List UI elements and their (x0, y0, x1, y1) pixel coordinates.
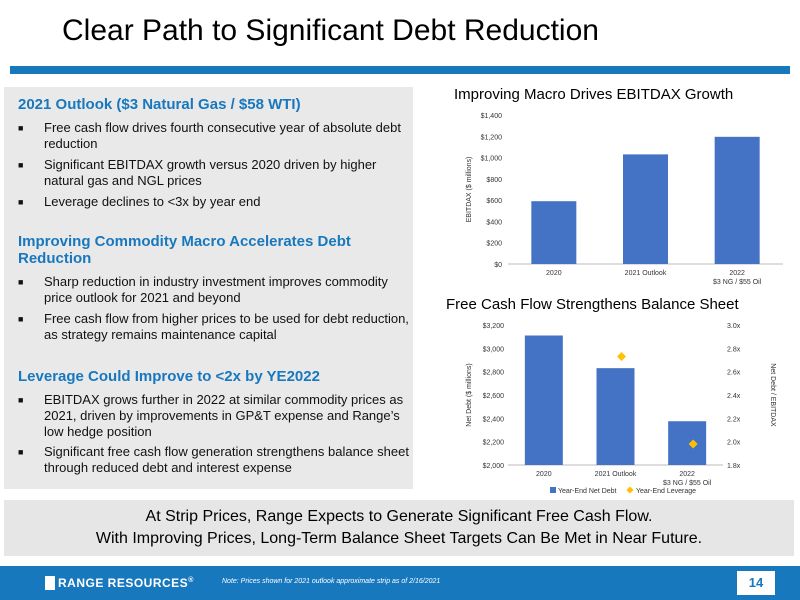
net-debt-bar-2021-outlook (596, 368, 635, 465)
section-heading-2021-outlook: 2021 Outlook ($3 Natural Gas / $58 WTI) (18, 96, 301, 113)
y-tick-label: $2,600 (483, 393, 505, 400)
bullet-item: ■ Leverage declines to <3x by year end (18, 194, 261, 209)
y2-tick-label: 2.6x (727, 370, 741, 377)
section-heading-commodity-macro: Improving Commodity Macro Accelerates De… (18, 233, 351, 267)
legend-swatch-leverage (626, 486, 634, 494)
y-tick-label: $200 (486, 241, 502, 248)
y-tick-label: $1,000 (481, 156, 503, 163)
footer-note: Note: Prices shown for 2021 outlook appr… (222, 578, 441, 585)
bar-2020 (531, 201, 577, 264)
y2-tick-label: 1.8x (727, 463, 741, 470)
bullet-item: ■ Free cash flow drives fourth consecutiv… (18, 120, 401, 151)
page-number: 14 (737, 571, 775, 595)
range-resources-logo: RANGE RESOURCES® (58, 576, 194, 590)
leverage-point-2021-outlook (617, 352, 626, 361)
y-tick-label: $3,200 (483, 323, 505, 330)
strip-price-banner: At Strip Prices, Range Expects to Genera… (4, 500, 794, 556)
range-logo-icon (45, 576, 55, 590)
y-tick-label: $2,000 (483, 463, 505, 470)
y2-tick-label: 2.8x (727, 346, 741, 353)
x-tick-sublabel: $3 NG / $55 Oil (663, 480, 712, 487)
ebitdax-chart-title: Improving Macro Drives EBITDAX Growth (454, 86, 734, 103)
net-debt-leverage-chart: $2,000 $2,200 $2,400 $2,600 $2,800 $3,000 $3,2… (466, 323, 776, 495)
bar-2021-outlook (623, 154, 668, 264)
x-tick-label: 2020 (546, 270, 562, 277)
y-tick-label: $2,400 (483, 416, 505, 423)
banner-line-2: With Improving Prices, Long-Term Balance… (95, 530, 703, 547)
y-tick-label: $0 (494, 262, 502, 269)
y2-tick-label: 2.0x (727, 440, 741, 447)
outlook-panel: 2021 Outlook ($3 Natural Gas / $58 WTI) … (4, 87, 413, 489)
y2-axis-label: Net Debt / EBITDAX (769, 363, 776, 427)
y-tick-label: $600 (486, 198, 502, 205)
section-heading-leverage: Leverage Could Improve to <2x by YE2022 (18, 368, 320, 385)
bullet-item: ■ Significant EBITDAX growth versus 2020 … (18, 157, 377, 188)
net-debt-chart-title: Free Cash Flow Strengthens Balance Sheet (446, 296, 739, 313)
y2-tick-label: 3.0x (727, 323, 741, 330)
x-tick-label: 2022 (679, 471, 695, 478)
y-axis-label: Net Debt ($ millions) (466, 363, 473, 426)
slide-title: Clear Path to Significant Debt Reduction (62, 14, 599, 47)
y2-tick-label: 2.2x (727, 416, 741, 423)
y-tick-label: $1,200 (481, 134, 503, 141)
bullet-item: ■ Significant free cash flow generation s… (18, 444, 409, 475)
ebitdax-bar-chart: $0 $200 $400 $600 $800 $1,000 $1,200 $1,400 2020… (466, 113, 783, 286)
legend-label-leverage: Year-End Leverage (636, 488, 696, 495)
y-axis-label: EBITDAX ($ millions) (466, 157, 473, 223)
net-debt-bar-2020 (524, 335, 563, 465)
bar-2022 (714, 136, 760, 264)
x-tick-sublabel: $3 NG / $55 Oil (713, 279, 762, 286)
bullet-item: ■ Sharp reduction in industry investment … (18, 274, 388, 305)
x-tick-label: 2020 (536, 471, 552, 478)
legend-label-net-debt: Year-End Net Debt (558, 488, 617, 495)
y-tick-label: $3,000 (483, 346, 505, 353)
x-tick-label: 2021 Outlook (625, 270, 667, 277)
net-debt-bar-2022 (668, 421, 707, 465)
x-tick-label: 2022 (729, 270, 745, 277)
title-underline (10, 66, 790, 74)
leverage-point-2022 (688, 439, 698, 449)
y-tick-label: $2,800 (483, 370, 505, 377)
y-tick-label: $800 (486, 177, 502, 184)
y-tick-label: $400 (486, 219, 502, 226)
legend-swatch-net-debt (550, 487, 556, 493)
y-tick-label: $1,400 (481, 113, 503, 120)
y2-tick-label: 2.4x (727, 393, 741, 400)
footer-bar: RANGE RESOURCES® Note: Prices shown for … (0, 566, 800, 600)
y-tick-label: $2,200 (483, 440, 505, 447)
bullet-item: ■ Free cash flow from higher prices to be… (18, 311, 409, 342)
banner-line-1: At Strip Prices, Range Expects to Genera… (145, 508, 653, 525)
x-tick-label: 2021 Outlook (595, 471, 637, 478)
bullet-item: ■ EBITDAX grows further in 2022 at simila… (18, 392, 404, 439)
